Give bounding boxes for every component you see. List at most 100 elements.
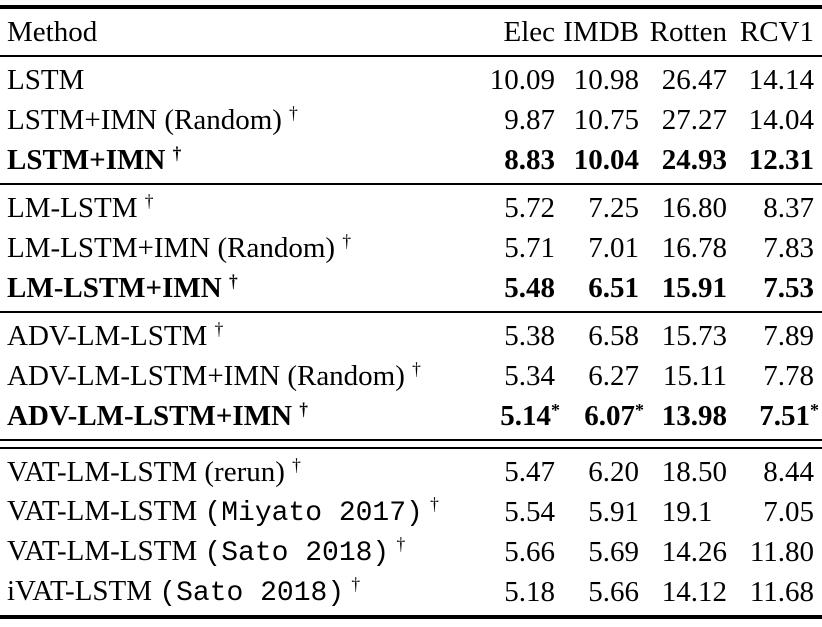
- value-cell: 18.50: [639, 455, 727, 488]
- value-cell: 14.26: [639, 535, 727, 568]
- method-label: LM-LSTM+IMN (Random): [7, 231, 336, 264]
- value-cell: 10.09: [465, 65, 555, 95]
- method-cell: LM-LSTM †: [0, 192, 465, 223]
- dagger-mark: †: [342, 230, 352, 251]
- value-cell: 24.93: [639, 143, 727, 176]
- significance-star: *: [810, 399, 819, 420]
- dagger-mark: †: [412, 358, 421, 379]
- method-cell: ADV-LM-LSTM †: [0, 318, 465, 351]
- method-label: LSTM+IMN: [7, 143, 166, 176]
- value-cell: 19.1: [639, 497, 727, 527]
- value-text: 7.53: [763, 271, 814, 304]
- value-text: 6.20: [588, 455, 639, 488]
- method-label: LM-LSTM+IMN: [7, 271, 222, 304]
- table-row: ADV-LM-LSTM+IMN † 5.14* 6.07* 13.98 7.51*: [0, 396, 822, 436]
- method-label: iVAT-LSTM: [7, 574, 160, 607]
- value-cell: 5.72: [465, 191, 555, 224]
- value-text: 16.78: [661, 231, 727, 264]
- value-text: 13.98: [661, 399, 727, 432]
- value-cell: 5.47: [465, 457, 555, 487]
- table-row: ADV-LM-LSTM+IMN (Random) † 5.34 6.27 15.11…: [0, 356, 822, 396]
- dagger-mark: †: [292, 454, 301, 475]
- header-row: Method Elec IMDB Rotten RCV1: [0, 9, 822, 55]
- value-cell: 6.27: [555, 359, 639, 392]
- value-text: 5.18: [504, 575, 555, 608]
- citation-mono: (Sato 2018): [159, 577, 345, 609]
- value-cell: 7.51*: [727, 399, 822, 431]
- value-text: 7.01: [588, 231, 639, 264]
- value-cell: 5.38: [465, 321, 555, 351]
- method-cell: VAT-LM-LSTM (Miyato 2017) †: [0, 495, 465, 529]
- value-text: 5.48: [504, 271, 555, 304]
- value-text: 14.14: [748, 63, 814, 96]
- value-cell: 10.04: [555, 143, 639, 176]
- value-text: 14.04: [748, 103, 814, 136]
- significance-star: *: [635, 399, 644, 420]
- value-cell: 8.83: [465, 143, 555, 176]
- value-cell: 5.66: [555, 577, 639, 607]
- value-cell: 6.58: [555, 321, 639, 351]
- value-cell: 5.69: [555, 535, 639, 568]
- value-cell: 7.01: [555, 231, 639, 264]
- value-cell: 11.80: [727, 537, 822, 567]
- value-cell: 10.98: [555, 63, 639, 96]
- table-row: LSTM 10.09 10.98 26.47 14.14: [0, 60, 822, 100]
- value-text: 12.31: [748, 143, 814, 176]
- value-text: 10.04: [573, 143, 639, 176]
- value-text: 6.27: [588, 359, 639, 392]
- value-cell: 5.18: [465, 575, 555, 608]
- value-cell: 16.78: [639, 231, 727, 264]
- dagger-mark: †: [214, 318, 224, 339]
- table-row: VAT-LM-LSTM (Sato 2018) † 5.66 5.69 14.26 1…: [0, 532, 822, 572]
- value-cell: 14.04: [727, 103, 822, 136]
- value-text: 5.91: [588, 495, 639, 528]
- value-cell: 15.11: [639, 361, 727, 391]
- value-cell: 5.14*: [465, 401, 560, 431]
- method-cell: ADV-LM-LSTM+IMN (Random) †: [0, 358, 465, 392]
- value-cell: 15.91: [639, 273, 727, 303]
- column-header-elec: Elec: [503, 15, 555, 48]
- value-cell: 7.89: [727, 321, 822, 351]
- method-label: VAT-LM-LSTM (rerun): [7, 455, 293, 488]
- citation-mono: (Miyato 2017): [204, 497, 423, 529]
- value-cell: 7.83: [727, 233, 822, 263]
- method-cell: ADV-LM-LSTM+IMN †: [0, 400, 465, 431]
- value-text: 7.05: [763, 495, 814, 528]
- value-text: 7.25: [588, 191, 639, 224]
- value-cell: 9.87: [465, 103, 555, 136]
- value-text: 24.93: [661, 143, 727, 176]
- value-cell: 16.80: [639, 193, 727, 223]
- value-text: 18.50: [661, 455, 727, 488]
- method-cell: LSTM: [0, 63, 465, 96]
- value-cell: 5.34: [465, 359, 555, 392]
- value-text: 5.54: [504, 495, 555, 528]
- method-cell: iVAT-LSTM (Sato 2018) †: [0, 573, 465, 609]
- bottom-rule: [0, 615, 822, 619]
- dagger-mark: †: [172, 142, 182, 163]
- value-cell: 5.54: [465, 495, 555, 528]
- method-cell: LM-LSTM+IMN (Random) †: [0, 230, 465, 264]
- value-text: 5.69: [588, 535, 639, 568]
- method-label: LSTM: [7, 63, 85, 96]
- method-cell: LM-LSTM+IMN †: [0, 271, 465, 304]
- value-text: 8.83: [504, 143, 555, 176]
- value-text: 10.98: [573, 63, 639, 96]
- group-separator-rule: [0, 311, 822, 313]
- value-text: 8.37: [763, 191, 814, 224]
- dagger-mark: †: [351, 573, 361, 594]
- group-separator-double-rule: [0, 439, 822, 449]
- value-text: 9.87: [504, 103, 555, 136]
- value-cell: 5.91: [555, 495, 639, 528]
- method-label: ADV-LM-LSTM+IMN (Random): [7, 359, 405, 392]
- value-text: 14.26: [661, 535, 727, 568]
- dagger-mark: †: [289, 102, 298, 123]
- value-text: 5.34: [504, 359, 555, 392]
- table-group-4: VAT-LM-LSTM (rerun) † 5.47 6.20 18.50 8.44 V…: [0, 449, 822, 615]
- value-text: 5.72: [504, 191, 555, 224]
- method-cell: LSTM+IMN (Random) †: [0, 102, 465, 135]
- method-label: VAT-LM-LSTM: [7, 534, 205, 567]
- value-text: 5.71: [504, 231, 555, 264]
- value-cell: 6.07*: [555, 401, 644, 431]
- table-row: LSTM+IMN (Random) † 9.87 10.75 27.27 14.04: [0, 100, 822, 140]
